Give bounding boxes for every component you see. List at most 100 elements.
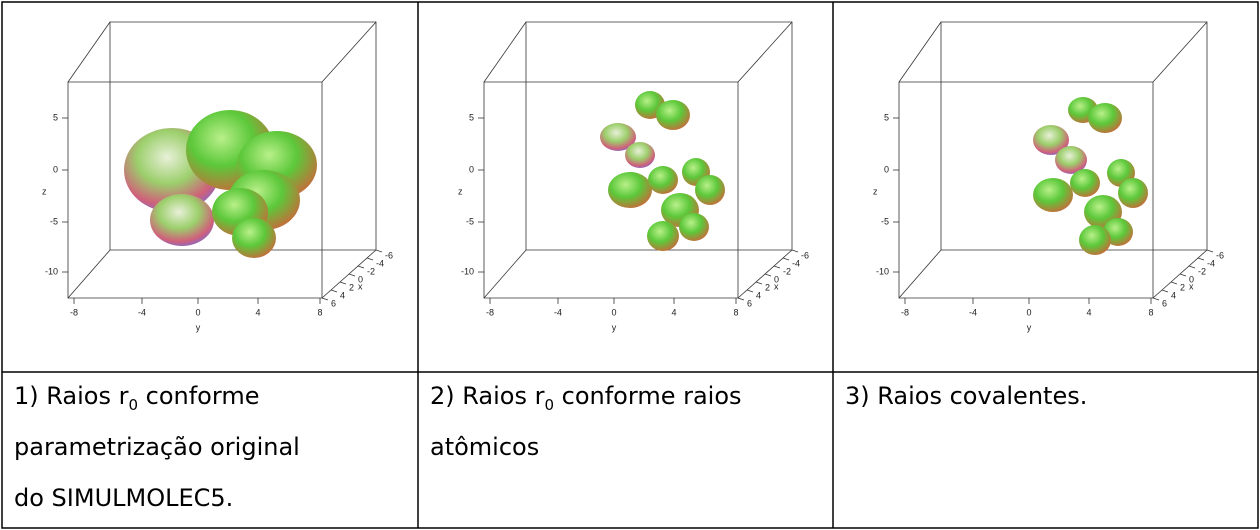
x-tick-label: 4 xyxy=(340,290,345,300)
atom-sphere xyxy=(1055,146,1087,174)
x-tick-label: 2 xyxy=(349,282,354,292)
box-edge xyxy=(1152,21,1208,83)
x-tick-mark xyxy=(1197,257,1205,261)
box-edge xyxy=(483,21,527,83)
atom-sphere xyxy=(656,100,690,130)
z-axis-label: z xyxy=(873,186,878,196)
caption-text: 3) Raios covalentes. xyxy=(845,382,1087,410)
x-tick-label: 0 xyxy=(1189,274,1194,284)
x-tick-mark xyxy=(755,281,763,285)
x-tick-mark xyxy=(375,249,383,253)
x-tick-mark xyxy=(764,273,772,277)
caption-text: conforme xyxy=(138,382,259,410)
x-tick-label: -2 xyxy=(367,266,375,276)
z-axis-label: z xyxy=(42,186,47,196)
atom-sphere xyxy=(679,213,709,241)
x-tick-label: 2 xyxy=(1180,282,1185,292)
atom-sphere xyxy=(1088,103,1122,133)
x-tick-label: 4 xyxy=(1171,290,1176,300)
box-edge xyxy=(898,21,942,83)
x-tick-label: 6 xyxy=(331,298,336,308)
y-tick-label: 0 xyxy=(1026,307,1031,317)
z-tick-label: -5 xyxy=(50,216,58,226)
y-tick-label: -8 xyxy=(901,307,909,317)
x-tick-label: -4 xyxy=(792,258,800,268)
y-tick-label: 4 xyxy=(255,307,260,317)
atom-sphere xyxy=(647,221,679,251)
x-tick-label: -6 xyxy=(801,250,809,260)
y-tick-label: 4 xyxy=(1086,307,1091,317)
z-axis-label: z xyxy=(458,186,463,196)
caption-line: 1) Raios r0 conforme xyxy=(14,382,259,414)
atom-sphere xyxy=(1033,125,1069,155)
x-tick-mark xyxy=(737,297,745,301)
z-tick-label: -5 xyxy=(466,216,474,226)
atom-sphere xyxy=(150,194,214,246)
x-tick-label: -6 xyxy=(385,250,393,260)
y-tick-label: -8 xyxy=(486,307,494,317)
caption-text: do SIMULMOLEC5. xyxy=(14,484,233,512)
x-tick-label: 2 xyxy=(765,282,770,292)
atom-sphere xyxy=(1033,178,1073,212)
z-tick-label: 0 xyxy=(469,164,474,174)
x-tick-mark xyxy=(1179,273,1187,277)
atom-sphere xyxy=(1118,178,1148,208)
y-tick-label: 8 xyxy=(317,307,322,317)
x-tick-label: 6 xyxy=(1162,298,1167,308)
box-edge xyxy=(898,249,942,299)
back-face xyxy=(525,21,793,251)
atom-sphere xyxy=(695,175,725,205)
z-tick-label: 5 xyxy=(469,112,474,122)
caption-line: 2) Raios r0 conforme raios xyxy=(430,382,742,414)
box-edge xyxy=(483,249,527,299)
x-tick-label: -2 xyxy=(1198,266,1206,276)
x-tick-mark xyxy=(791,249,799,253)
caption-text: parametrização original xyxy=(14,433,300,461)
caption-line: atômicos xyxy=(430,433,539,461)
atom-sphere xyxy=(1079,225,1111,255)
back-face xyxy=(940,21,1208,251)
atom-sphere xyxy=(1070,169,1100,197)
x-axis-label: x xyxy=(774,281,779,291)
x-tick-label: 0 xyxy=(358,274,363,284)
y-axis-label: y xyxy=(612,322,617,332)
z-tick-label: -5 xyxy=(881,216,889,226)
x-tick-label: -2 xyxy=(783,266,791,276)
box-edge xyxy=(737,21,793,83)
caption-subscript: 0 xyxy=(544,396,554,414)
x-tick-mark xyxy=(366,257,374,261)
x-tick-label: 0 xyxy=(774,274,779,284)
x-axis-label: x xyxy=(358,281,363,291)
x-tick-label: 4 xyxy=(756,290,761,300)
x-tick-mark xyxy=(1152,297,1160,301)
z-tick-label: -10 xyxy=(45,266,58,276)
caption-line: do SIMULMOLEC5. xyxy=(14,484,233,512)
y-tick-label: -4 xyxy=(138,307,146,317)
z-tick-label: 0 xyxy=(884,164,889,174)
atom-sphere xyxy=(608,172,652,208)
y-tick-label: 8 xyxy=(733,307,738,317)
x-tick-mark xyxy=(1206,249,1214,253)
y-tick-label: -8 xyxy=(70,307,78,317)
y-tick-label: 0 xyxy=(195,307,200,317)
atom-sphere xyxy=(648,166,678,194)
x-tick-label: -4 xyxy=(1207,258,1215,268)
z-tick-label: -10 xyxy=(461,266,474,276)
caption-line: parametrização original xyxy=(14,433,300,461)
caption-text: 2) Raios r xyxy=(430,382,545,410)
x-tick-mark xyxy=(321,297,329,301)
box-edge xyxy=(67,249,111,299)
z-tick-label: 5 xyxy=(53,112,58,122)
bounding-box xyxy=(898,21,1208,299)
x-tick-mark xyxy=(1170,281,1178,285)
caption-text: atômicos xyxy=(430,433,539,461)
x-tick-mark xyxy=(330,289,338,293)
x-tick-mark xyxy=(348,273,356,277)
x-tick-mark xyxy=(782,257,790,261)
caption-text: 1) Raios r xyxy=(14,382,129,410)
z-tick-label: -10 xyxy=(876,266,889,276)
